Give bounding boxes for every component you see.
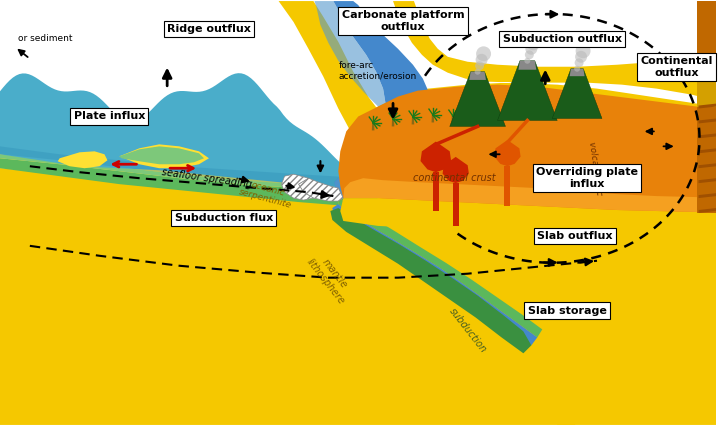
Polygon shape [698,148,716,153]
Polygon shape [498,61,557,121]
Polygon shape [333,1,432,198]
Text: continental crust: continental crust [413,173,495,183]
Polygon shape [552,69,602,118]
Polygon shape [282,174,313,200]
Circle shape [476,46,491,61]
Text: fore-arc
accretion/erosion: fore-arc accretion/erosion [338,61,417,81]
Circle shape [575,43,590,58]
Polygon shape [299,178,343,201]
Polygon shape [698,118,716,124]
Polygon shape [505,166,510,206]
Polygon shape [120,147,204,164]
Polygon shape [0,148,376,206]
Polygon shape [451,116,454,124]
Polygon shape [570,69,585,76]
Polygon shape [330,208,531,353]
Polygon shape [341,198,716,261]
Text: seafloor spreading: seafloor spreading [161,167,253,190]
Text: Subduction flux: Subduction flux [175,213,273,223]
Circle shape [526,35,541,50]
Circle shape [575,51,587,63]
Polygon shape [338,198,575,425]
Text: or sediment: or sediment [18,35,73,43]
Polygon shape [453,183,459,226]
Text: mantle
lithosphere: mantle lithosphere [305,249,356,306]
Circle shape [575,58,584,67]
Polygon shape [420,141,451,172]
Polygon shape [698,104,716,109]
Polygon shape [333,204,537,345]
Polygon shape [392,119,395,127]
Text: Plate influx: Plate influx [73,112,145,121]
Text: Slab storage: Slab storage [528,305,606,316]
Polygon shape [443,157,469,183]
Polygon shape [431,115,434,122]
Polygon shape [0,73,383,198]
Polygon shape [696,1,716,213]
Circle shape [476,54,487,66]
Text: Ridge outflux: Ridge outflux [167,24,251,34]
Polygon shape [412,117,414,124]
Circle shape [474,69,480,75]
Polygon shape [120,144,209,168]
Text: Subduction outflux: Subduction outflux [503,34,621,44]
Polygon shape [469,72,486,80]
Text: volcanic arc: volcanic arc [587,141,603,196]
Polygon shape [495,140,521,166]
Circle shape [526,43,537,55]
Polygon shape [450,72,505,127]
Polygon shape [0,158,383,208]
Polygon shape [338,198,542,337]
Polygon shape [696,57,716,106]
Text: Overriding plate
influx: Overriding plate influx [536,167,638,189]
Circle shape [475,61,484,70]
Polygon shape [433,172,438,211]
Polygon shape [338,85,716,213]
Circle shape [525,50,534,59]
Polygon shape [0,147,383,198]
Polygon shape [315,1,402,198]
Text: Slab outflux: Slab outflux [537,231,613,241]
Polygon shape [58,151,107,168]
Polygon shape [698,193,716,198]
Circle shape [524,58,531,64]
Polygon shape [698,163,716,168]
Polygon shape [698,208,716,213]
Polygon shape [698,178,716,183]
Circle shape [574,66,580,72]
Polygon shape [698,133,716,138]
Text: subduction: subduction [447,306,488,355]
Text: oceanic
serpentinite: oceanic serpentinite [238,178,295,210]
Polygon shape [518,61,536,70]
Polygon shape [343,178,716,213]
Polygon shape [0,154,383,198]
Text: Continental
outflux: Continental outflux [640,56,713,78]
Text: Carbonate platform
outflux: Carbonate platform outflux [342,10,464,32]
Polygon shape [372,123,374,130]
Polygon shape [359,1,716,116]
